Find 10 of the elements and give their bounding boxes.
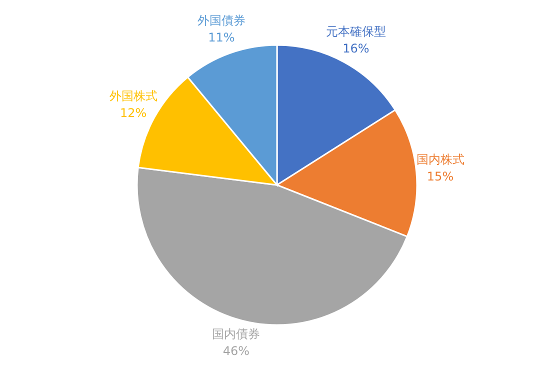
data-label: 15%: [426, 170, 454, 184]
slice-label: 外国債券: [197, 14, 246, 28]
data-label: 16%: [342, 41, 370, 56]
data-label: 11%: [208, 30, 235, 45]
data-label: 12%: [120, 106, 147, 120]
slice-label: 外国株式: [109, 88, 158, 103]
slice-label: 国内株式: [416, 152, 464, 167]
slice-label: 国内債券: [212, 326, 260, 341]
slice-label: 元本確保型: [326, 24, 386, 38]
data-label: 46%: [222, 344, 250, 358]
